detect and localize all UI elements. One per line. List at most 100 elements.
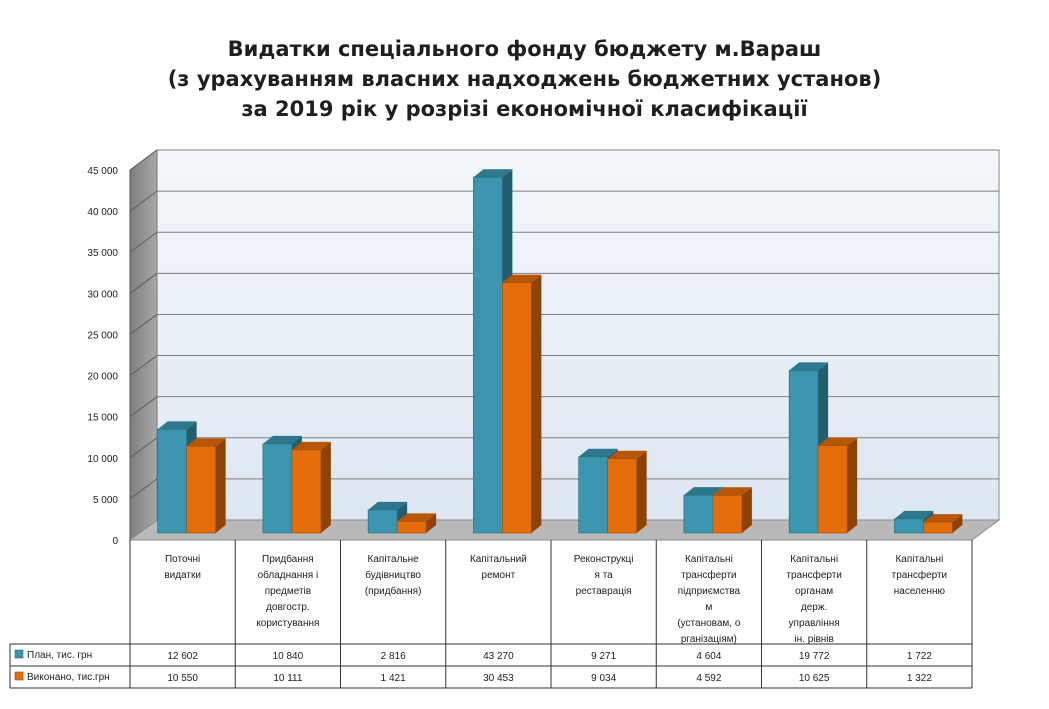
gridline-side — [129, 396, 158, 418]
gridline-side — [129, 149, 158, 171]
category-label-line: Капітальні — [685, 554, 733, 565]
legend-key — [14, 671, 24, 681]
bar-front — [157, 429, 187, 534]
bar-executed — [186, 438, 226, 534]
y-tick-label: 40 000 — [87, 207, 118, 218]
gridline-side — [129, 272, 158, 294]
data-label: 1 421 — [381, 673, 406, 684]
category-label-line: держ. — [801, 602, 827, 613]
category-label-line: реставрація — [576, 586, 632, 597]
data-label: 4 604 — [696, 651, 721, 662]
category-label: Придбання обладнання і предметів довгостр. к… — [256, 553, 319, 629]
bar-top — [683, 487, 723, 496]
chart-title: Видатки спеціального фонду бюджету м.Вар… — [0, 34, 1049, 124]
y-tick-label: 25 000 — [87, 330, 118, 341]
category-label-line: підприємства — [678, 586, 741, 597]
category-label-line: будівництво — [365, 569, 421, 581]
category-label-line: я та — [595, 570, 614, 581]
data-label: 10 840 — [273, 651, 304, 662]
bar-top — [186, 438, 226, 447]
category-label-line: трансферти — [892, 569, 948, 581]
category-label-line: Реконструкці — [574, 554, 634, 565]
category-label-line: управління — [789, 618, 840, 629]
bar-front — [788, 370, 819, 534]
chart-title-line-1: Видатки спеціального фонду бюджету м.Вар… — [227, 37, 822, 61]
gridline-side — [129, 190, 158, 212]
category-label-line: ремонт — [482, 570, 516, 581]
category-label-line: користування — [256, 618, 319, 629]
bar-side — [952, 514, 963, 533]
category-label-line: населенню — [894, 586, 946, 597]
data-table: Поточні видатки Придбання обладнання і предм… — [9, 540, 973, 689]
bar-front — [291, 449, 322, 534]
category-label-line: Капітальний — [470, 554, 527, 565]
bar-front — [923, 521, 953, 534]
category-label-line: Капітальні — [895, 554, 943, 565]
bar-front — [396, 521, 427, 534]
data-label: 1 322 — [907, 673, 932, 684]
plot-walls — [128, 149, 1001, 541]
category-label-line: трансферти — [786, 569, 842, 581]
bar-executed — [607, 450, 647, 534]
y-axis: 0 5 000 10 000 15 000 20 000 25 000 30 000 35 0… — [87, 166, 131, 547]
category-label: Капітальний ремонт — [470, 554, 527, 581]
bar-side — [215, 438, 226, 533]
bar-side — [320, 441, 331, 533]
gridline-side — [129, 478, 158, 500]
bar-top — [473, 169, 513, 178]
bar-top — [712, 487, 752, 496]
category-label-line: (установам, о — [677, 618, 741, 629]
category-label-line: предметів — [265, 586, 311, 597]
bar-front — [817, 445, 848, 534]
gridline-side — [129, 231, 158, 253]
bar-side — [741, 487, 752, 533]
bar-top — [368, 501, 408, 510]
data-label: 2 816 — [381, 651, 406, 662]
bar-front — [683, 494, 714, 534]
category-label: Капітальне будівництво (придбання) — [365, 554, 422, 597]
category-label: Поточні видатки — [164, 554, 201, 581]
data-label: 1 722 — [907, 651, 932, 662]
bar-top — [397, 513, 437, 522]
bar-front — [712, 494, 743, 534]
category-label-line: видатки — [164, 570, 201, 581]
y-tick-label: 10 000 — [87, 454, 118, 465]
data-label: 12 602 — [167, 651, 198, 662]
category-label: Капітальні трансферти населенню — [892, 554, 948, 597]
category-label-line: рганізаціям) — [681, 634, 737, 645]
y-tick-label: 20 000 — [87, 372, 118, 383]
bar-front — [578, 456, 608, 534]
bar-executed — [923, 514, 963, 534]
bar-top — [923, 514, 963, 523]
category-label-line: органам — [795, 586, 833, 597]
category-label-line: (придбання) — [365, 585, 422, 597]
y-tick-label: 5 000 — [93, 495, 118, 506]
legend-key — [14, 649, 24, 659]
bar-front — [473, 176, 503, 534]
chart-title-line-2: (з урахуванням власних надходжень бюджет… — [167, 67, 882, 91]
data-label: 10 550 — [167, 673, 198, 684]
category-label-line: обладнання і — [258, 569, 319, 581]
bar-top — [262, 435, 302, 444]
bar-front — [894, 518, 924, 534]
floor — [128, 519, 1001, 541]
category-label-line: Капітальне — [368, 554, 420, 565]
category-label-line: Придбання — [262, 553, 314, 565]
bar-front — [607, 458, 637, 534]
legend-label: План, тис. грн — [27, 650, 92, 661]
category-label: Капітальні трансферти підприємства м (устано… — [677, 554, 741, 645]
data-label: 19 772 — [799, 651, 830, 662]
bar-top — [607, 450, 647, 459]
bar-executed — [396, 513, 437, 534]
bars — [157, 169, 963, 534]
y-tick-label: 35 000 — [87, 248, 118, 259]
category-label-line: м — [705, 602, 712, 613]
y-tick-label: 15 000 — [87, 413, 118, 424]
category-label-line: ін. рівнів — [794, 634, 833, 645]
bar-plan — [894, 510, 934, 534]
bar-executed — [712, 487, 752, 534]
bar-top — [789, 362, 829, 371]
bar-top — [578, 448, 618, 457]
category-label: Реконструкці я та реставрація — [574, 554, 634, 597]
